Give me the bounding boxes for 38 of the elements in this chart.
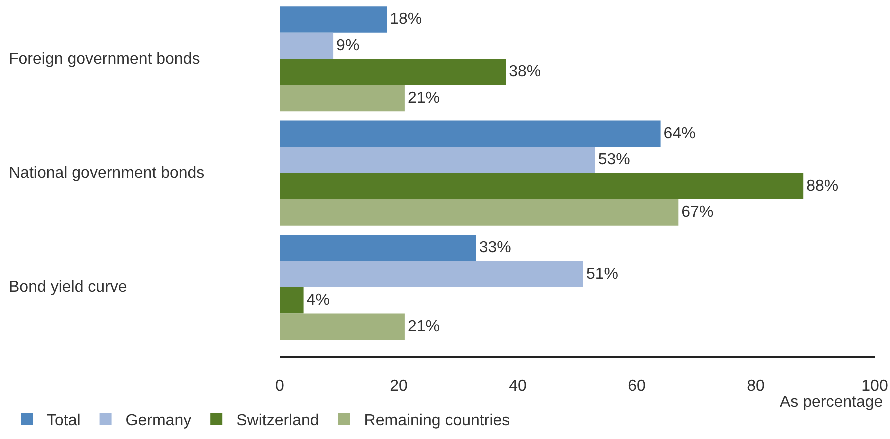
- legend-label: Remaining countries: [364, 412, 510, 430]
- data-label: 21%: [408, 318, 440, 336]
- legend-label: Germany: [126, 412, 192, 430]
- data-label: 64%: [664, 125, 696, 142]
- data-label: 18%: [390, 11, 422, 28]
- bar: [280, 147, 596, 174]
- bar: [280, 6, 388, 33]
- bar: [280, 261, 584, 288]
- bar: [280, 314, 405, 340]
- bar: [280, 59, 506, 86]
- y-tick-label: National government bonds: [9, 165, 205, 182]
- data-label: 9%: [336, 37, 360, 54]
- x-tick-label: 40: [509, 378, 527, 396]
- bar: [280, 234, 476, 262]
- x-tick-label: 60: [628, 378, 646, 396]
- y-tick-label: Bond yield curve: [9, 279, 128, 296]
- data-label: 67%: [682, 204, 714, 222]
- x-tick-label: 100: [862, 378, 888, 396]
- data-label: 21%: [408, 90, 440, 107]
- x-tick-label: 20: [390, 378, 408, 396]
- bar: [280, 287, 304, 314]
- bar: [280, 32, 334, 60]
- y-tick-label: Foreign government bonds: [9, 51, 200, 68]
- bar: [280, 120, 661, 148]
- data-label: 33%: [479, 240, 512, 257]
- x-tick-label: 80: [747, 378, 765, 396]
- legend-label: Switzerland: [236, 412, 320, 430]
- x-tick-label: 0: [276, 378, 285, 396]
- data-label: 53%: [598, 152, 630, 169]
- bar: [280, 173, 804, 200]
- bar: [280, 200, 679, 226]
- data-label: 88%: [806, 178, 839, 195]
- data-label: 38%: [509, 64, 542, 81]
- data-label: 51%: [586, 266, 618, 283]
- x-axis-title: As percentage: [780, 394, 884, 411]
- data-label: 4%: [306, 292, 330, 310]
- bar: [280, 85, 405, 112]
- legend-label: Total: [47, 412, 81, 430]
